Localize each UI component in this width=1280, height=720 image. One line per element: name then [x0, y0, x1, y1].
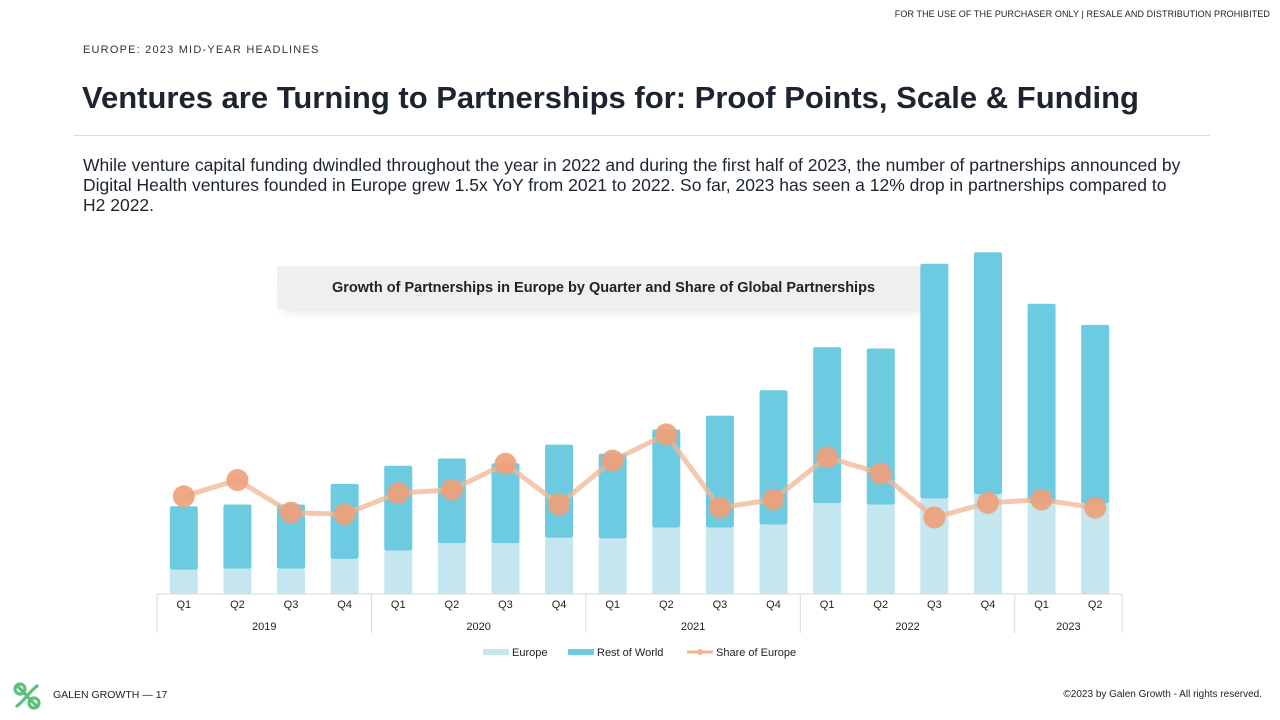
section-eyebrow: EUROPE: 2023 MID-YEAR HEADLINES: [83, 44, 320, 56]
footer-separator: —: [142, 689, 156, 701]
bar-rest-of-world-17: [1081, 324, 1110, 504]
bar-europe-8: [598, 538, 627, 594]
bar-europe-2: [277, 568, 306, 594]
page-title: Ventures are Turning to Partnerships for…: [82, 80, 1139, 115]
disclaimer-text: FOR THE USE OF THE PURCHASER ONLY | RESA…: [894, 9, 1270, 19]
bar-europe-11: [759, 524, 788, 594]
chart-title: Growth of Partnerships in Europe by Quar…: [277, 266, 930, 309]
x-tick-label: Q4: [981, 599, 996, 611]
legend-label: Share of Europe: [716, 647, 796, 659]
bar-rest-of-world-6: [491, 463, 520, 544]
page-number: 17: [155, 689, 168, 701]
bar-rest-of-world-14: [920, 263, 949, 499]
bar-europe-9: [652, 527, 681, 594]
legend-label: Rest of World: [597, 647, 663, 659]
bar-rest-of-world-12: [813, 347, 842, 504]
x-tick-label: Q3: [284, 599, 299, 611]
bar-rest-of-world-7: [545, 444, 574, 538]
year-group-label: 2023: [1056, 621, 1080, 633]
bar-europe-6: [491, 543, 520, 594]
bar-europe-0: [169, 569, 198, 594]
x-tick-label: Q4: [337, 599, 352, 611]
x-tick-label: Q3: [927, 599, 942, 611]
x-tick-label: Q1: [176, 599, 191, 611]
x-tick-label: Q1: [1034, 599, 1049, 611]
x-tick-label: Q2: [873, 599, 888, 611]
legend-swatch: [568, 649, 594, 655]
x-tick-label: Q1: [820, 599, 835, 611]
year-group-label: 2021: [681, 621, 705, 633]
share-of-europe-line: [183, 431, 1096, 521]
year-group-label: 2022: [895, 621, 919, 633]
year-group-label: 2020: [466, 621, 490, 633]
bar-europe-10: [705, 527, 734, 594]
x-tick-label: Q3: [713, 599, 728, 611]
x-tick-label: Q3: [498, 599, 513, 611]
legend-label: Europe: [512, 647, 547, 659]
bar-rest-of-world-1: [223, 504, 252, 569]
galen-growth-logo-icon: [13, 682, 41, 710]
x-tick-label: Q2: [659, 599, 674, 611]
bar-rest-of-world-5: [437, 458, 466, 544]
bar-rest-of-world-16: [1027, 303, 1056, 504]
bar-europe-1: [223, 568, 252, 594]
bar-europe-17: [1081, 503, 1110, 594]
bar-europe-15: [973, 494, 1002, 594]
bar-rest-of-world-0: [169, 506, 198, 570]
share-of-europe-point: [655, 423, 678, 446]
legend-swatch-marker: [697, 649, 703, 655]
bar-europe-5: [437, 543, 466, 594]
share-of-europe-point: [548, 493, 571, 516]
bar-europe-12: [813, 503, 842, 594]
year-group-label: 2019: [252, 621, 276, 633]
x-tick-label: Q1: [391, 599, 406, 611]
footer-brand: GALEN GROWTH — 17: [53, 689, 167, 701]
share-of-europe-point: [976, 491, 999, 514]
footer-copyright: ©2023 by Galen Growth - All rights reser…: [1063, 689, 1262, 700]
title-divider: [74, 135, 1210, 136]
x-tick-label: Q2: [1088, 599, 1103, 611]
bar-europe-3: [330, 558, 359, 594]
share-of-europe-point: [172, 485, 195, 508]
share-of-europe-point: [280, 501, 303, 524]
bar-rest-of-world-8: [598, 453, 627, 539]
bar-rest-of-world-15: [973, 252, 1002, 495]
bar-rest-of-world-9: [652, 429, 681, 528]
footer-brand-name: GALEN GROWTH: [53, 689, 140, 701]
x-tick-label: Q2: [230, 599, 245, 611]
share-of-europe-point: [1084, 496, 1107, 519]
share-of-europe-point: [440, 478, 463, 501]
share-of-europe-point: [226, 469, 249, 492]
share-of-europe-point: [923, 506, 946, 529]
share-of-europe-point: [601, 449, 624, 472]
bar-europe-7: [545, 537, 574, 594]
share-of-europe-point: [333, 503, 356, 526]
share-of-europe-point: [387, 482, 410, 505]
share-of-europe-point: [708, 496, 731, 519]
share-of-europe-point: [494, 452, 517, 475]
share-of-europe-point: [816, 446, 839, 469]
x-tick-label: Q1: [605, 599, 620, 611]
body-paragraph: While venture capital funding dwindled t…: [83, 155, 1181, 215]
bar-europe-13: [866, 504, 895, 594]
legend-swatch: [483, 649, 509, 655]
share-of-europe-point: [762, 488, 785, 511]
x-tick-label: Q2: [445, 599, 460, 611]
bar-rest-of-world-4: [384, 465, 413, 551]
share-of-europe-point: [869, 462, 892, 485]
bar-europe-16: [1027, 503, 1056, 594]
x-tick-label: Q4: [552, 599, 567, 611]
x-tick-label: Q4: [766, 599, 781, 611]
share-of-europe-point: [1030, 488, 1053, 511]
bar-europe-4: [384, 550, 413, 594]
